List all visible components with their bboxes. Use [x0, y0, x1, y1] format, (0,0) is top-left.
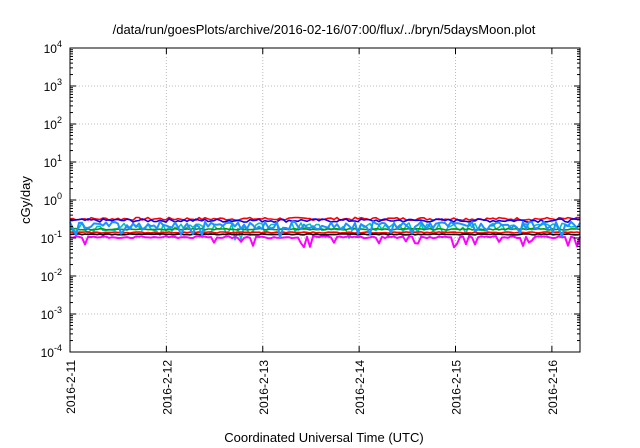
- y-tick-label: 100: [44, 191, 62, 208]
- x-tick-label: 2016-2-13: [257, 360, 271, 415]
- y-tick-label: 10-2: [41, 267, 62, 284]
- y-tick-exponent: -3: [54, 305, 62, 315]
- y-tick-label: 10-4: [41, 343, 62, 360]
- series-line: [69, 220, 581, 239]
- y-tick-base: 10: [44, 42, 58, 56]
- x-tick-label: 2016-2-15: [450, 360, 464, 415]
- x-tick-label: 2016-2-11: [64, 360, 78, 414]
- y-tick-label: 10-3: [41, 305, 62, 322]
- series-line: [69, 233, 581, 236]
- y-tick-exponent: 0: [57, 191, 62, 201]
- y-tick-base: 10: [44, 156, 58, 170]
- grid-lines: [70, 48, 580, 352]
- series-line: [69, 235, 581, 249]
- y-tick-base: 10: [41, 270, 55, 284]
- y-tick-label: 104: [44, 39, 62, 56]
- y-tick-exponent: -1: [54, 229, 62, 239]
- y-tick-exponent: 4: [57, 39, 62, 49]
- x-tick-label: 2016-2-16: [546, 360, 560, 415]
- y-tick-label: 101: [44, 153, 62, 170]
- y-tick-base: 10: [44, 194, 58, 208]
- y-tick-label: 10-1: [41, 229, 62, 246]
- y-axis-label: cGy/day: [18, 176, 33, 224]
- y-tick-exponent: -2: [54, 267, 62, 277]
- y-tick-base: 10: [41, 232, 55, 246]
- series-line: [69, 227, 581, 231]
- y-tick-base: 10: [41, 308, 55, 322]
- y-tick-base: 10: [44, 80, 58, 94]
- y-tick-label: 102: [44, 115, 62, 132]
- y-tick-exponent: 3: [57, 77, 62, 87]
- y-tick-label: 103: [44, 77, 62, 94]
- y-tick-exponent: -4: [54, 343, 62, 353]
- series-layer: [69, 216, 581, 249]
- y-tick-base: 10: [41, 346, 55, 360]
- chart-title: /data/run/goesPlots/archive/2016-02-16/0…: [113, 22, 536, 37]
- x-axis-ticks: 2016-2-11 2016-2-12 2016-2-13 2016-2-14 2016…: [64, 48, 560, 415]
- y-tick-exponent: 1: [57, 153, 62, 163]
- series-line: [69, 231, 581, 234]
- x-tick-label: 2016-2-14: [353, 360, 367, 415]
- y-tick-exponent: 2: [57, 115, 62, 125]
- x-axis-label: Coordinated Universal Time (UTC): [224, 430, 423, 445]
- x-tick-label: 2016-2-12: [160, 360, 174, 415]
- y-tick-base: 10: [44, 118, 58, 132]
- series-line: [69, 218, 581, 223]
